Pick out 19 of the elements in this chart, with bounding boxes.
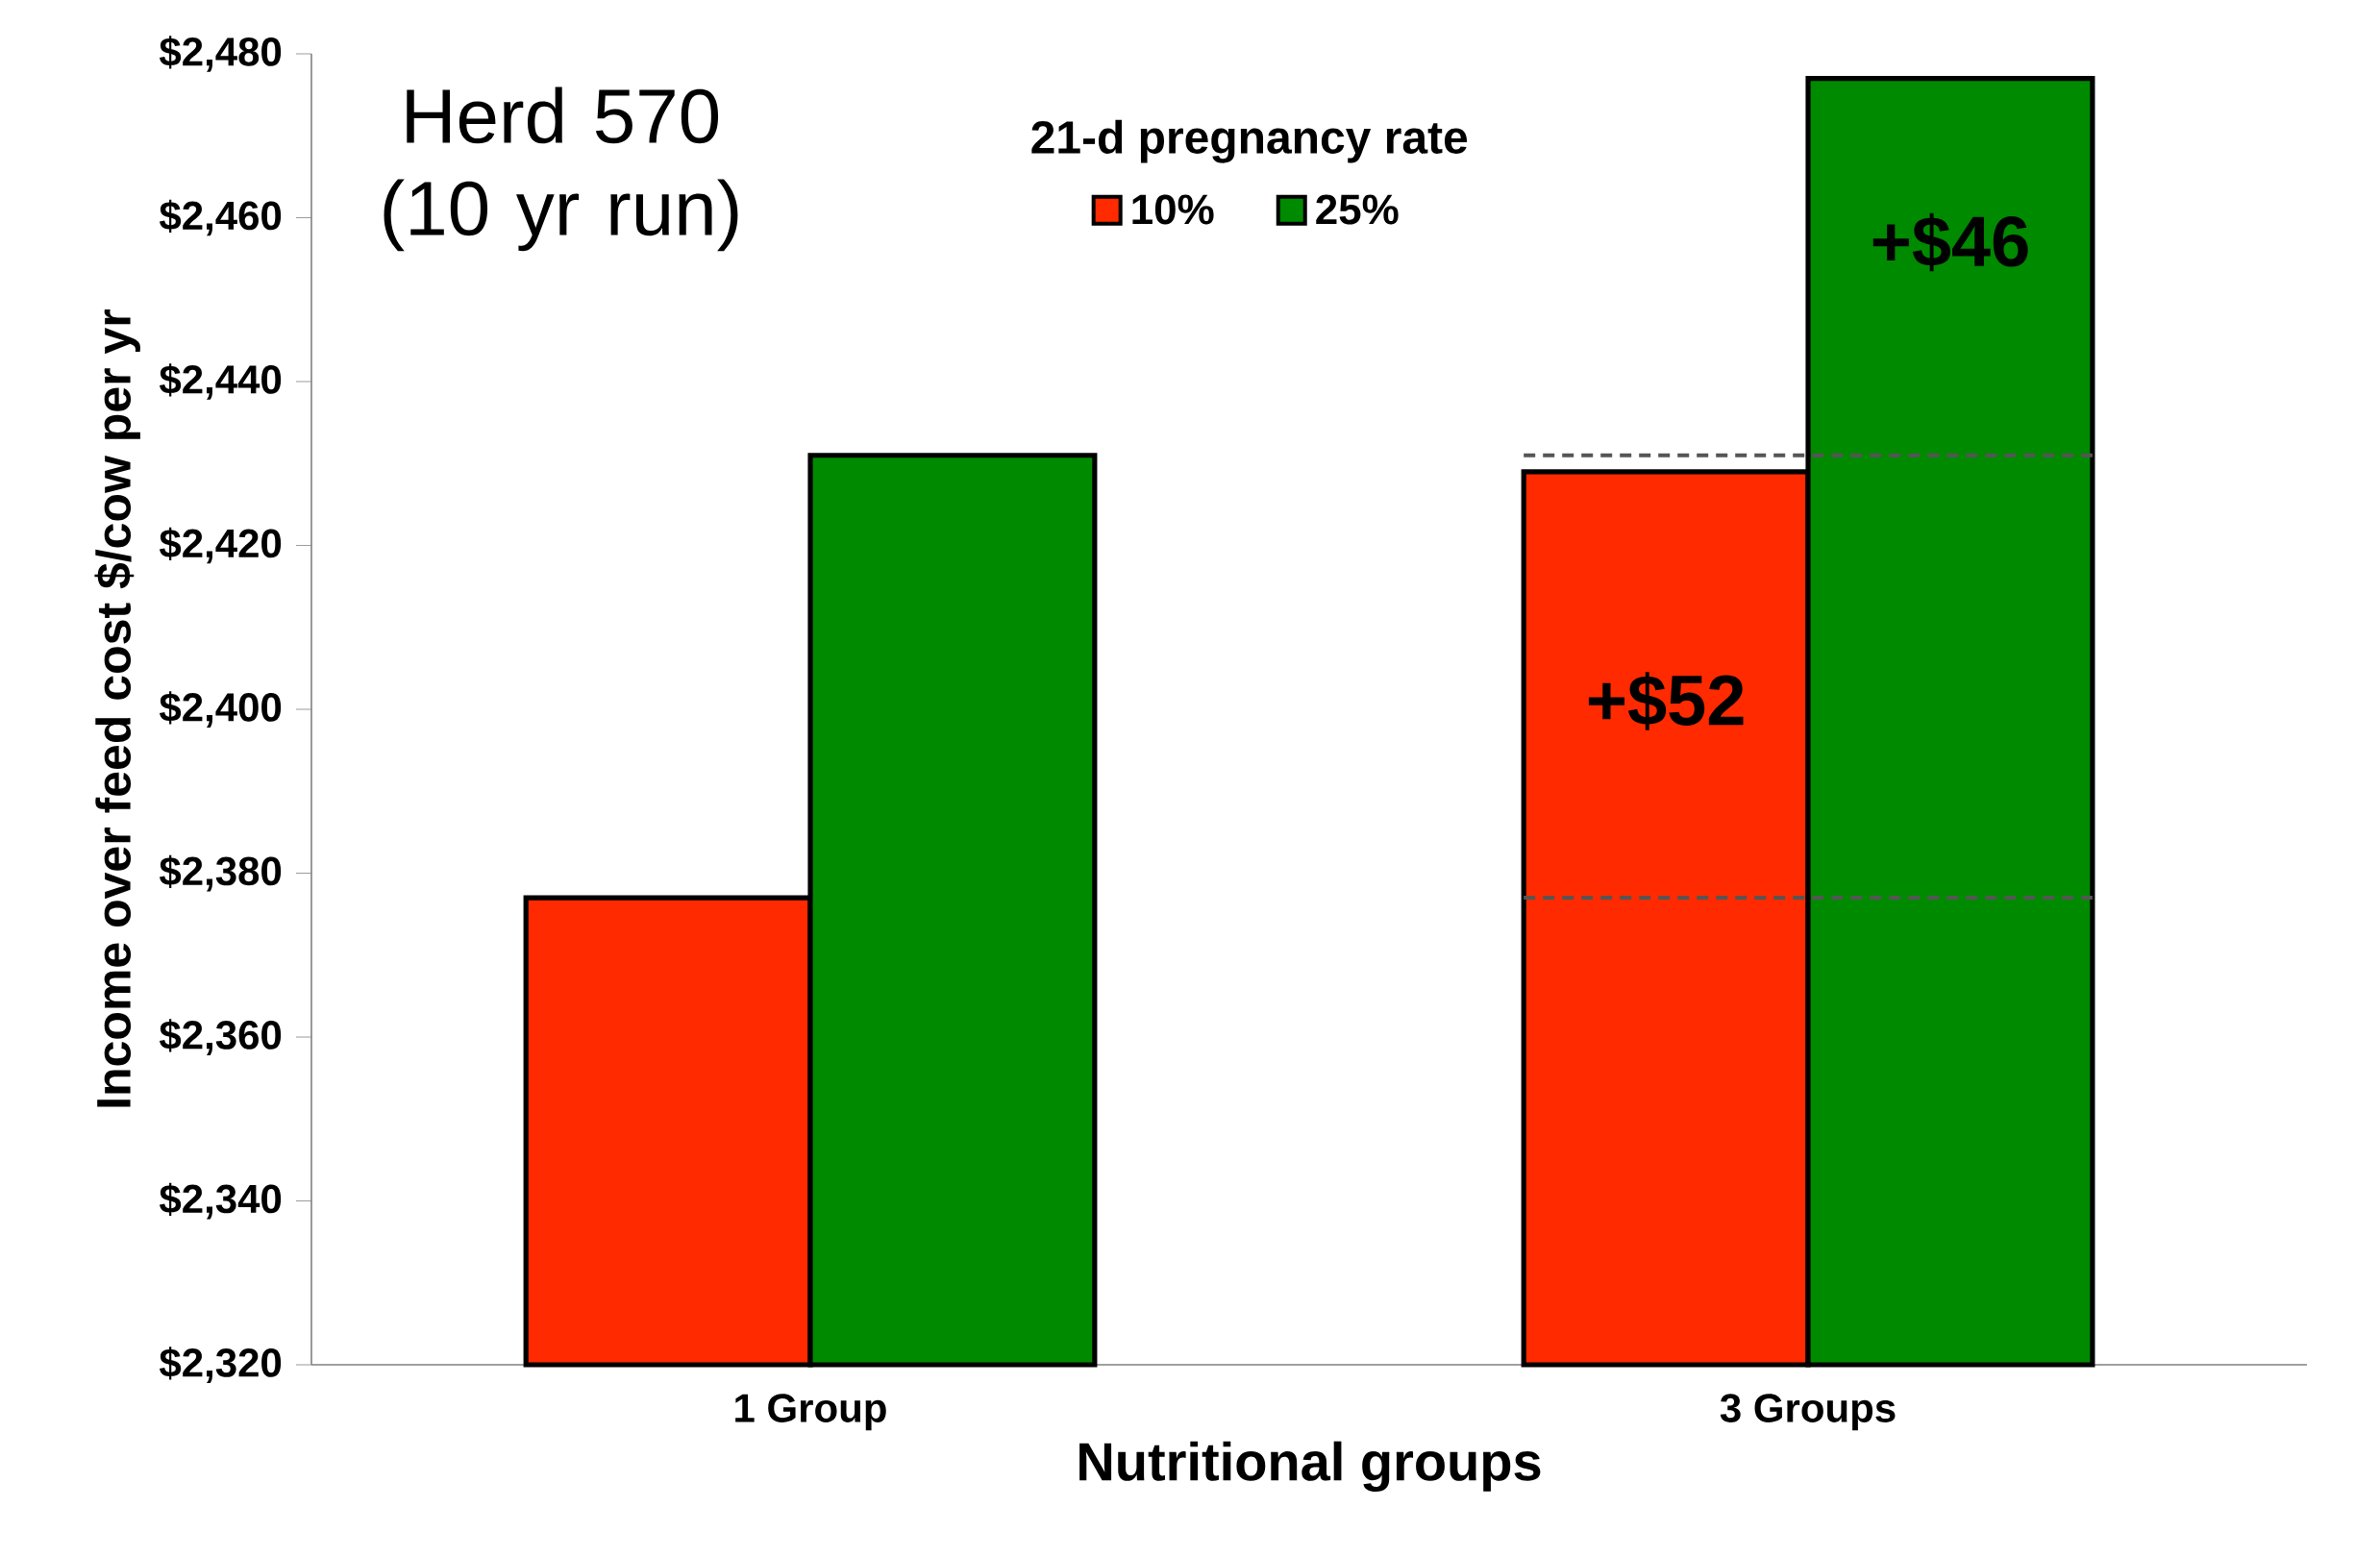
y-tick-label: $2,360 xyxy=(159,1019,282,1055)
y-tick-label: $2,400 xyxy=(159,691,282,728)
y-axis-title: Income over feed cost $/cow per yr xyxy=(94,309,140,1107)
text: Herd 570 (10 yr run) xyxy=(384,86,738,252)
annotation: +$52 xyxy=(1588,672,1744,730)
legend-label: 25% xyxy=(1316,194,1399,225)
y-tick-label: $2,480 xyxy=(159,36,282,72)
y-tick-label: $2,420 xyxy=(159,527,282,564)
y-tick-label: $2,380 xyxy=(159,854,282,892)
legend-label: 10% xyxy=(1132,194,1214,225)
y-tick-label: $2,320 xyxy=(159,1347,282,1383)
y-tick-label: $2,460 xyxy=(159,199,282,236)
annotation: +$46 xyxy=(1872,212,2028,272)
x-tick-label: 1 Group xyxy=(735,1394,886,1431)
legend-title: 21-d pregnancy rate xyxy=(1031,119,1468,163)
y-tick-label: $2,440 xyxy=(159,363,282,400)
x-tick-label: 3 Groups xyxy=(1720,1394,1896,1431)
x-axis-title: Nutritional groups xyxy=(1079,1441,1541,1493)
y-tick-label: $2,340 xyxy=(159,1182,282,1220)
